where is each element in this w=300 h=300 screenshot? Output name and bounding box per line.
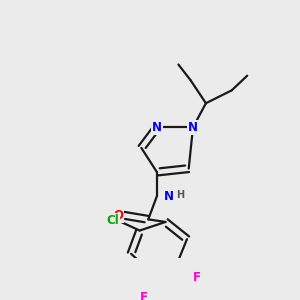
Text: F: F xyxy=(140,291,148,300)
Text: N: N xyxy=(164,190,174,202)
Text: H: H xyxy=(176,190,184,200)
Text: F: F xyxy=(193,271,201,284)
Text: Cl: Cl xyxy=(106,214,119,227)
Text: O: O xyxy=(113,208,123,222)
Text: N: N xyxy=(152,121,162,134)
Text: N: N xyxy=(188,121,198,134)
